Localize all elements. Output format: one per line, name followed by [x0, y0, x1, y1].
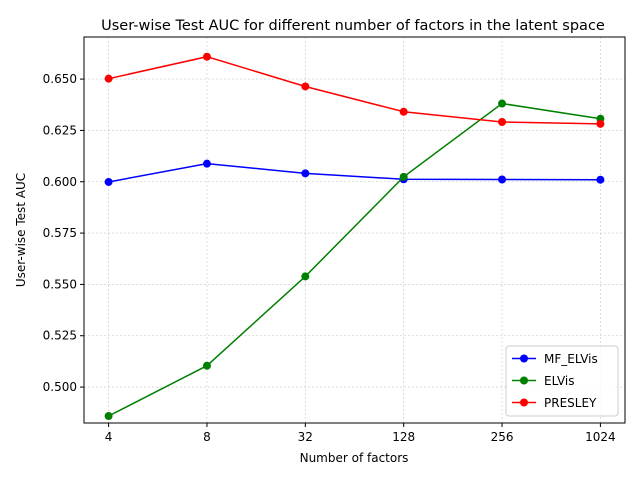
y-tick-label: 0.600	[43, 175, 77, 189]
data-point-mf-elvis	[596, 175, 605, 184]
legend-box	[505, 345, 619, 417]
data-point-mf-elvis	[498, 175, 507, 184]
y-tick-label: 0.575	[43, 226, 77, 240]
y-tick-label: 0.550	[43, 277, 77, 291]
legend-marker	[520, 398, 528, 407]
series-presley	[104, 52, 605, 128]
legend-marker	[520, 354, 528, 363]
data-point-presley	[104, 74, 113, 83]
series-elvis	[104, 99, 605, 421]
legend-label: MF_ELVis	[544, 352, 598, 366]
data-point-presley	[399, 107, 408, 116]
legend-entry-mf-elvis: MF_ELVis	[512, 352, 598, 366]
data-point-elvis	[399, 172, 408, 181]
data-point-elvis	[104, 412, 113, 421]
x-tick-label: 32	[298, 430, 313, 444]
y-axis-label: User-wise Test AUC	[14, 173, 28, 287]
y-tick-label: 0.525	[43, 329, 77, 343]
legend-label: ELVis	[544, 374, 574, 388]
data-point-presley	[498, 118, 507, 127]
x-axis-label: Number of factors	[300, 451, 409, 465]
data-point-presley	[596, 119, 605, 128]
x-tick-label: 128	[392, 430, 415, 444]
data-point-elvis	[202, 361, 211, 370]
x-tick-label: 1024	[585, 430, 616, 444]
x-tick-label: 256	[491, 430, 514, 444]
data-point-mf-elvis	[301, 169, 310, 178]
x-tick-label: 8	[203, 430, 211, 444]
data-point-elvis	[498, 99, 507, 108]
data-point-mf-elvis	[202, 159, 211, 168]
x-tick-label: 4	[105, 430, 113, 444]
y-tick-label: 0.625	[43, 123, 77, 137]
chart-title: User-wise Test AUC for different number …	[101, 18, 605, 34]
legend: MF_ELVis ELVis PRESLEY	[505, 345, 619, 417]
legend-entry-presley: PRESLEY	[512, 396, 597, 410]
plot-frame	[83, 36, 626, 424]
data-point-elvis	[301, 272, 310, 281]
y-tick-label: 0.500	[43, 380, 77, 394]
legend-entry-elvis: ELVis	[512, 374, 574, 388]
data-point-presley	[301, 82, 310, 91]
series-line-elvis	[108, 102, 601, 417]
series-layer	[104, 52, 605, 421]
series-line-mf-elvis	[108, 162, 601, 183]
legend-marker	[520, 376, 528, 385]
series-line-presley	[108, 55, 601, 125]
data-point-mf-elvis	[104, 177, 113, 186]
y-tick-label: 0.650	[43, 72, 77, 86]
legend-label: PRESLEY	[544, 396, 597, 410]
data-point-presley	[202, 52, 211, 61]
x-axis: 4 8 32 128 256 1024	[105, 423, 616, 444]
y-axis: 0.500 0.525 0.550 0.575 0.600 0.625 0.650	[43, 72, 84, 394]
